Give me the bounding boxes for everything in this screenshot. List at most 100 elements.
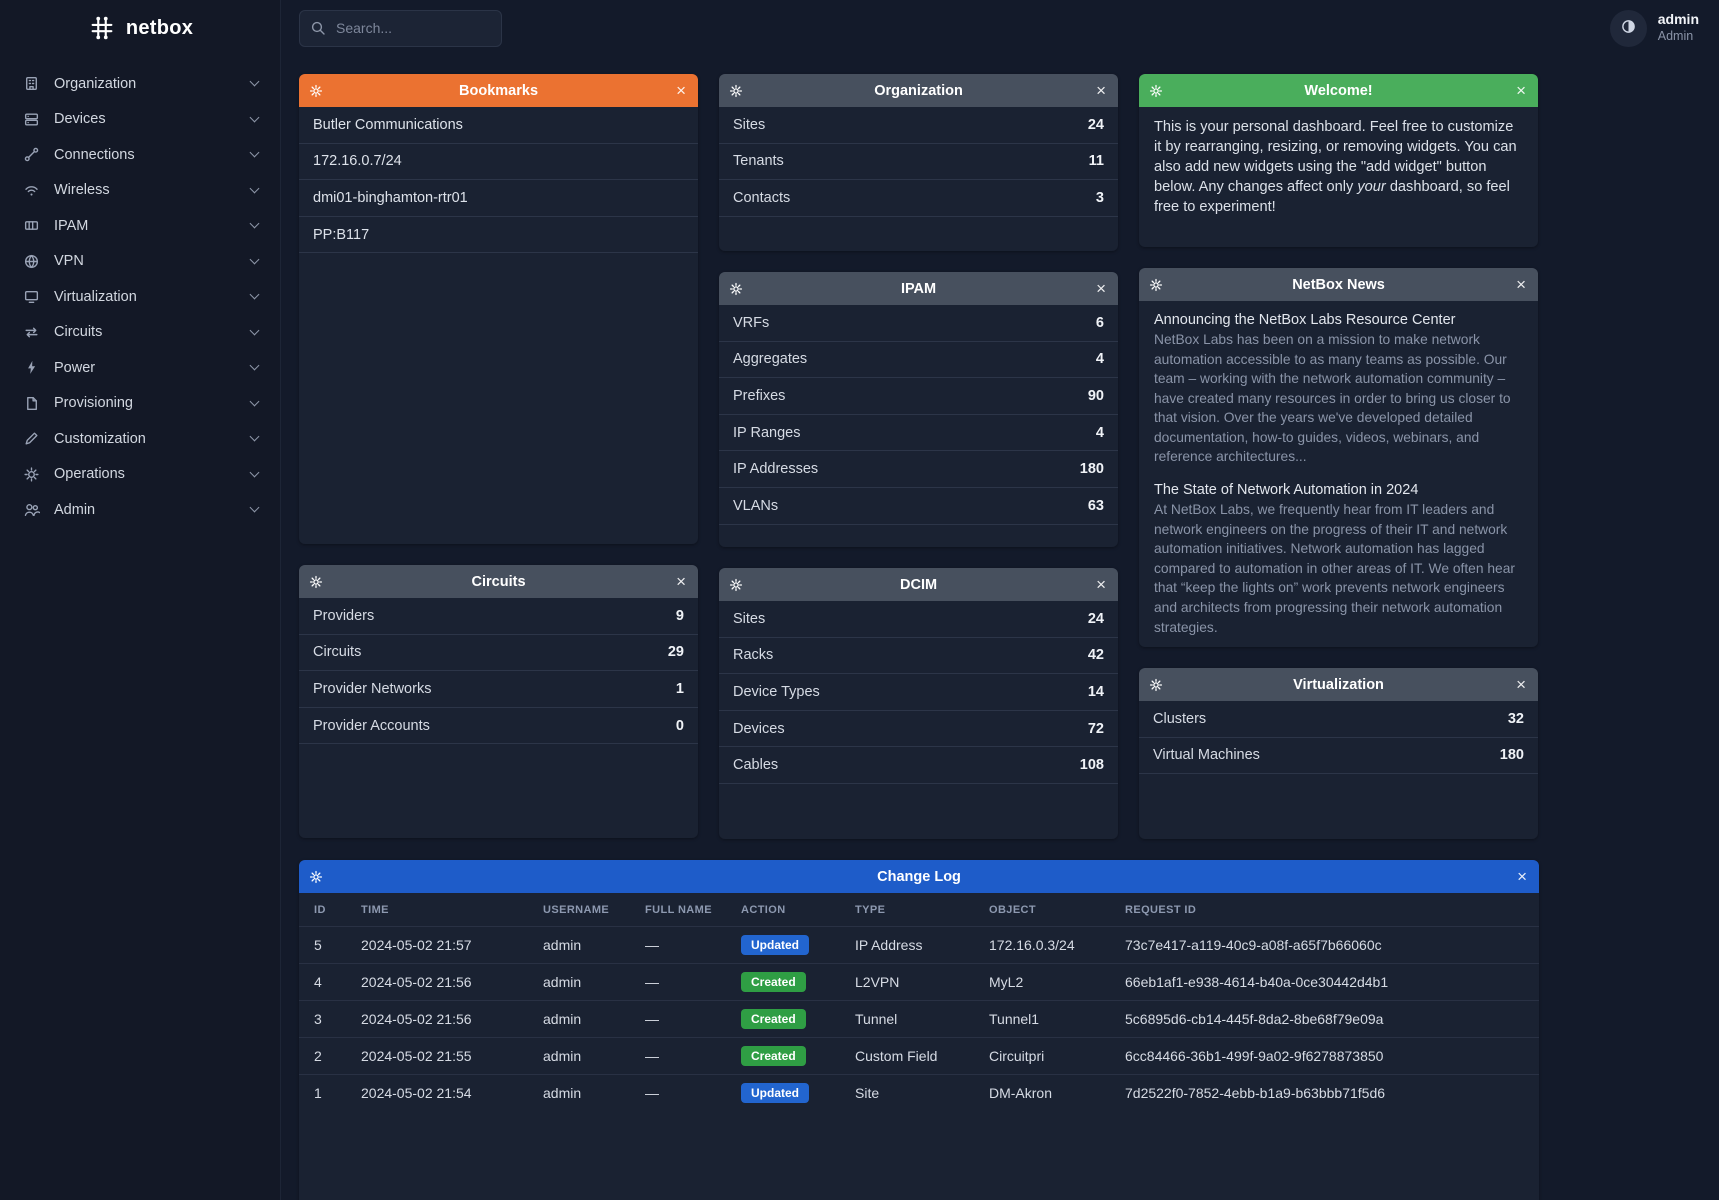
sidebar-item-connections[interactable]: Connections: [0, 137, 280, 173]
widget-close-icon[interactable]: ×: [1096, 575, 1106, 594]
bookmark-item[interactable]: 172.16.0.7/24: [299, 144, 698, 181]
changelog-id-link[interactable]: 4: [299, 963, 351, 1001]
changelog-column-header[interactable]: ACTION: [741, 904, 786, 916]
stat-value: 29: [667, 644, 684, 661]
user-menu[interactable]: admin Admin: [1658, 11, 1703, 44]
widget-close-icon[interactable]: ×: [1096, 81, 1106, 100]
changelog-object-link[interactable]: 172.16.0.3/24: [979, 926, 1115, 964]
changelog-request-id-link[interactable]: 7d2522f0-7852-4ebb-b1a9-b63bbb71f5d6: [1115, 1074, 1539, 1111]
changelog-id-link[interactable]: 1: [299, 1074, 351, 1111]
sidebar-item-devices[interactable]: Devices: [0, 102, 280, 138]
search-input[interactable]: [299, 9, 502, 47]
widget-config-icon[interactable]: [729, 578, 743, 592]
changelog-object-link[interactable]: Circuitpri: [979, 1037, 1115, 1075]
sidebar-item-wireless[interactable]: Wireless: [0, 173, 280, 209]
changelog-id-link[interactable]: 2: [299, 1037, 351, 1075]
stat-label: Providers: [313, 607, 375, 624]
changelog-request-id-link[interactable]: 6cc84466-36b1-499f-9a02-9f6278873850: [1115, 1037, 1539, 1075]
widget-close-icon[interactable]: ×: [1516, 81, 1526, 100]
changelog-request-id-link[interactable]: 66eb1af1-e938-4614-b40a-0ce30442d4b1: [1115, 963, 1539, 1001]
widget-close-icon[interactable]: ×: [1517, 867, 1527, 886]
sidebar-item-operations[interactable]: Operations: [0, 457, 280, 493]
stat-row[interactable]: VRFs 6: [719, 305, 1118, 342]
stat-row[interactable]: Provider Networks 1: [299, 671, 698, 708]
changelog-table-container: ID TIME USERNAME FULL NAME ACTION TYPE OBJECT R…: [299, 893, 1539, 1200]
stat-row[interactable]: Sites 24: [719, 601, 1118, 638]
changelog-time-link[interactable]: 2024-05-02 21:54: [351, 1074, 533, 1111]
widget-config-icon[interactable]: [309, 575, 323, 589]
widget-close-icon[interactable]: ×: [676, 572, 686, 591]
changelog-object-link[interactable]: MyL2: [979, 963, 1115, 1001]
news-list[interactable]: Announcing the NetBox Labs Resource Cent…: [1139, 301, 1538, 647]
changelog-request-id-link[interactable]: 5c6895d6-cb14-445f-8da2-8be68f79e09a: [1115, 1000, 1539, 1038]
bookmark-item[interactable]: Butler Communications: [299, 107, 698, 144]
sidebar-item-customization[interactable]: Customization: [0, 421, 280, 457]
widget-close-icon[interactable]: ×: [1096, 279, 1106, 298]
sidebar-item-circuits[interactable]: Circuits: [0, 315, 280, 351]
changelog-object-link[interactable]: DM-Akron: [979, 1074, 1115, 1111]
widget-config-icon[interactable]: [1149, 678, 1163, 692]
user-role: Admin: [1657, 28, 1694, 43]
sidebar-item-label: Devices: [54, 111, 106, 128]
brand[interactable]: netbox: [0, 0, 280, 56]
widget-config-icon[interactable]: [309, 870, 323, 884]
stat-row[interactable]: Device Types 14: [719, 674, 1118, 711]
stat-row[interactable]: Virtual Machines 180: [1139, 738, 1538, 775]
changelog-time-link[interactable]: 2024-05-02 21:56: [351, 963, 533, 1001]
changelog-column-header[interactable]: ID: [314, 904, 326, 916]
changelog-column-header[interactable]: TIME: [361, 904, 389, 916]
stat-value: 1: [675, 680, 684, 697]
stat-label: Tenants: [733, 153, 784, 170]
changelog-id-link[interactable]: 5: [299, 926, 351, 964]
theme-toggle-button[interactable]: [1609, 9, 1647, 47]
sidebar-item-admin[interactable]: Admin: [0, 492, 280, 528]
changelog-time-link[interactable]: 2024-05-02 21:57: [351, 926, 533, 964]
ipam-icon: [22, 217, 40, 235]
bookmark-item[interactable]: PP:B117: [299, 217, 698, 254]
widget-close-icon[interactable]: ×: [1516, 275, 1526, 294]
widget-config-icon[interactable]: [729, 84, 743, 98]
news-article-title[interactable]: Announcing the NetBox Labs Resource Cent…: [1154, 312, 1456, 328]
news-article-title[interactable]: The State of Network Automation in 2024: [1154, 482, 1419, 499]
sidebar-item-power[interactable]: Power: [0, 350, 280, 386]
sidebar-item-virtualization[interactable]: Virtualization: [0, 279, 280, 315]
stat-row[interactable]: Aggregates 4: [719, 342, 1118, 379]
sidebar-item-vpn[interactable]: VPN: [0, 244, 280, 280]
stat-row[interactable]: Circuits 29: [299, 635, 698, 672]
changelog-column-header[interactable]: OBJECT: [989, 904, 1037, 916]
changelog-id-link[interactable]: 3: [299, 1000, 351, 1038]
stat-row[interactable]: Sites 24: [719, 107, 1118, 144]
widget-config-icon[interactable]: [1149, 278, 1163, 292]
changelog-column-header[interactable]: FULL NAME: [645, 904, 712, 916]
stat-row[interactable]: Devices 72: [719, 711, 1118, 748]
widget-config-icon[interactable]: [1149, 84, 1163, 98]
changelog-column-header[interactable]: TYPE: [855, 904, 886, 916]
stat-row[interactable]: VLANs 63: [719, 488, 1118, 525]
changelog-column-header[interactable]: USERNAME: [543, 904, 610, 916]
stat-row[interactable]: IP Ranges 4: [719, 415, 1118, 452]
changelog-time-link[interactable]: 2024-05-02 21:55: [351, 1037, 533, 1075]
stat-row[interactable]: IP Addresses 180: [719, 451, 1118, 488]
sidebar-item-organization[interactable]: Organization: [0, 66, 280, 102]
widget-config-icon[interactable]: [309, 84, 323, 98]
stat-row[interactable]: Providers 9: [299, 598, 698, 635]
bookmark-item[interactable]: dmi01-binghamton-rtr01: [299, 180, 698, 217]
stat-row[interactable]: Clusters 32: [1139, 701, 1538, 738]
stat-row[interactable]: Provider Accounts 0: [299, 708, 698, 745]
stat-row[interactable]: Contacts 3: [719, 180, 1118, 217]
changelog-request-id-link[interactable]: 73c7e417-a119-40c9-a08f-a65f7b66060c: [1115, 926, 1539, 964]
stat-row[interactable]: Cables 108: [719, 747, 1118, 784]
stat-value: 9: [675, 607, 684, 624]
widget-close-icon[interactable]: ×: [1516, 675, 1526, 694]
sidebar-item-ipam[interactable]: IPAM: [0, 208, 280, 244]
stat-row[interactable]: Racks 42: [719, 638, 1118, 675]
stat-row[interactable]: Tenants 11: [719, 144, 1118, 181]
sidebar-item-provisioning[interactable]: Provisioning: [0, 386, 280, 422]
widget-close-icon[interactable]: ×: [676, 81, 686, 100]
changelog-object-link[interactable]: Tunnel1: [979, 1000, 1115, 1038]
changelog-column-header[interactable]: REQUEST ID: [1125, 904, 1197, 916]
stat-row[interactable]: Prefixes 90: [719, 378, 1118, 415]
column-1: Bookmarks × Butler Communications 172.16.…: [299, 74, 698, 839]
changelog-time-link[interactable]: 2024-05-02 21:56: [351, 1000, 533, 1038]
widget-config-icon[interactable]: [729, 282, 743, 296]
